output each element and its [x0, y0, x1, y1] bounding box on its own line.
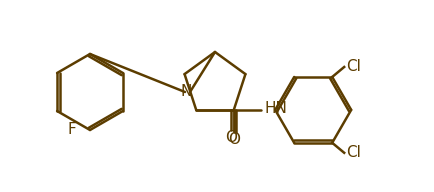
- Text: HN: HN: [264, 101, 287, 116]
- Text: F: F: [67, 122, 76, 137]
- Text: Cl: Cl: [346, 60, 361, 74]
- Text: Cl: Cl: [346, 145, 361, 160]
- Text: O: O: [225, 130, 237, 145]
- Text: O: O: [228, 132, 240, 147]
- Text: N: N: [180, 84, 192, 98]
